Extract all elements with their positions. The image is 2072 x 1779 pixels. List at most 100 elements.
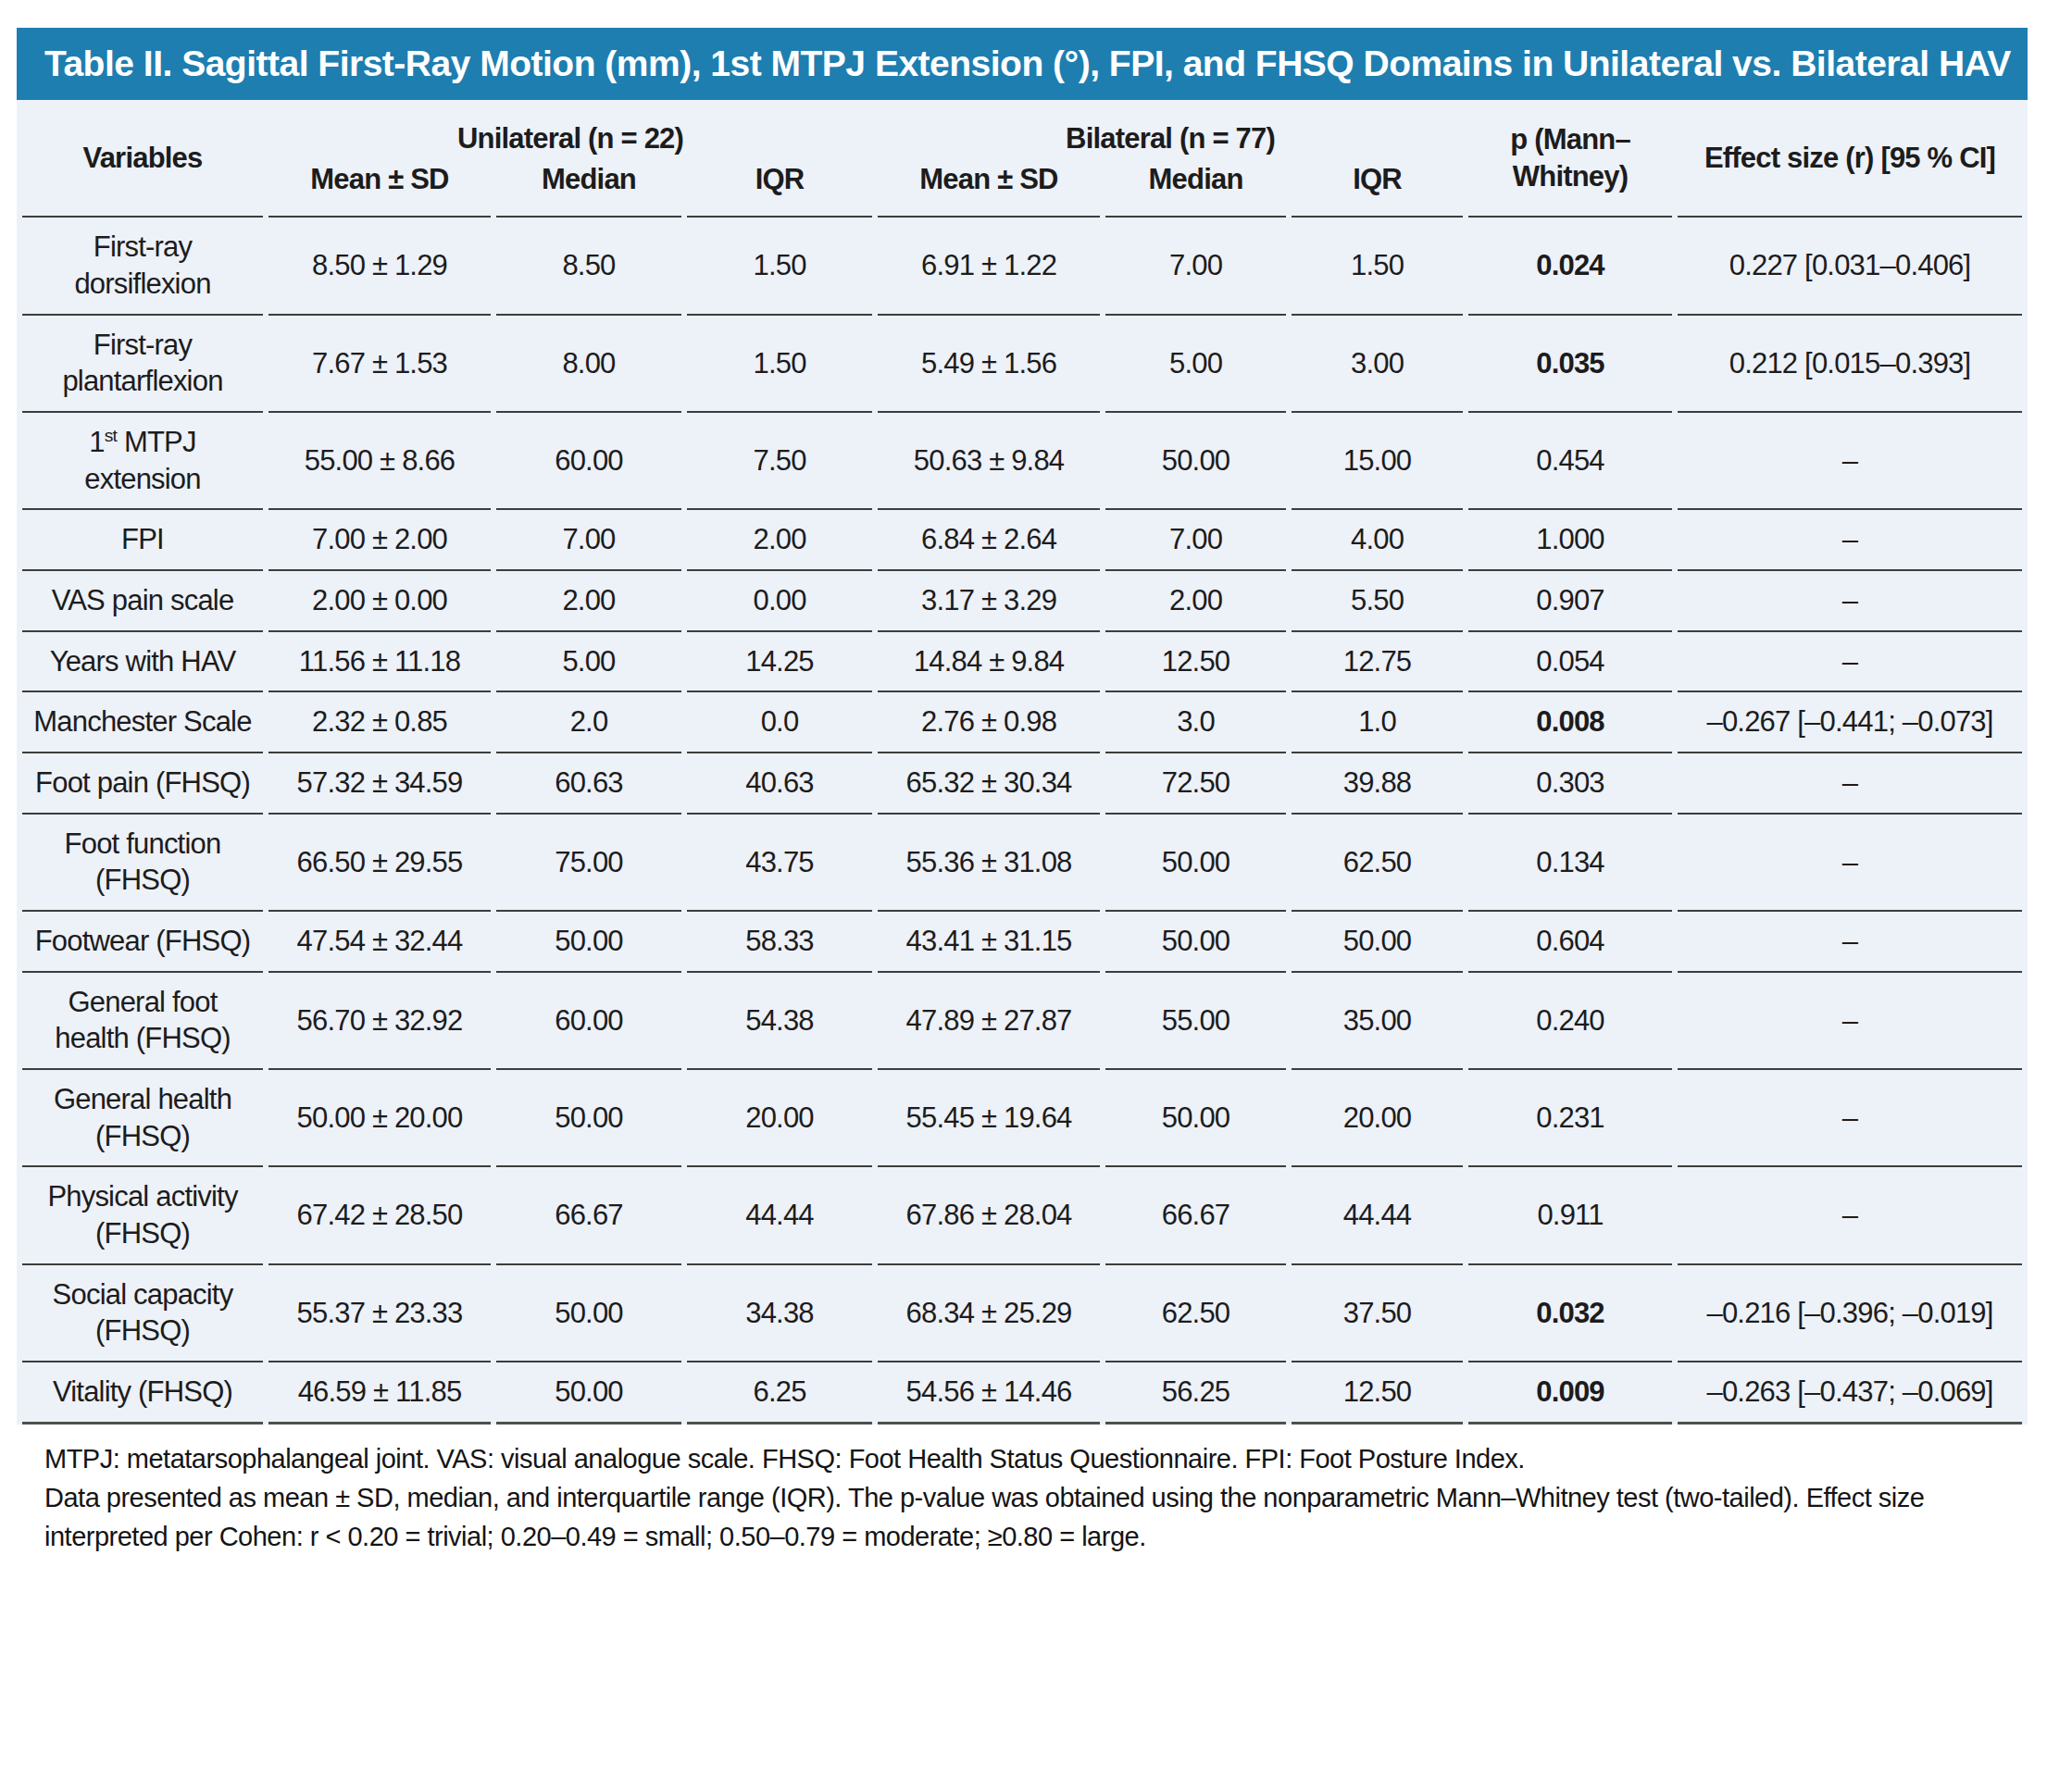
cell-effect-size: – [1678, 571, 2022, 632]
cell-bil-median: 55.00 [1105, 973, 1286, 1070]
cell-bil-median: 7.00 [1105, 218, 1286, 315]
cell-p-value: 0.604 [1468, 912, 1672, 973]
row-variable-label: Foot pain (FHSQ) [22, 753, 263, 815]
header-group-row: Variables Unilateral (n = 22) Bilateral … [22, 100, 2022, 159]
table-row: Manchester Scale 2.32 ± 0.85 2.0 0.0 2.7… [22, 692, 2022, 753]
cell-uni-median: 60.00 [496, 413, 681, 510]
table-row: Footwear (FHSQ) 47.54 ± 32.44 50.00 58.3… [22, 912, 2022, 973]
column-header-p-value: p (Mann–Whitney) [1468, 100, 1672, 218]
table-row: Physical activity (FHSQ) 67.42 ± 28.50 6… [22, 1167, 2022, 1264]
cell-bil-iqr: 12.50 [1292, 1362, 1463, 1424]
cell-p-value: 0.054 [1468, 632, 1672, 693]
row-variable-label: First-ray plantarflexion [22, 316, 263, 413]
row-variable-label: Vitality (FHSQ) [22, 1362, 263, 1424]
cell-effect-size: – [1678, 815, 2022, 912]
cell-uni-median: 50.00 [496, 1070, 681, 1167]
cell-uni-iqr: 1.50 [687, 316, 872, 413]
cell-p-value: 0.009 [1468, 1362, 1672, 1424]
cell-bil-median: 72.50 [1105, 753, 1286, 815]
cell-bil-mean-sd: 55.36 ± 31.08 [878, 815, 1100, 912]
cell-bil-iqr: 1.50 [1292, 218, 1463, 315]
cell-bil-median: 5.00 [1105, 316, 1286, 413]
table-title: Table II. Sagittal First-Ray Motion (mm)… [17, 28, 2028, 100]
cell-bil-mean-sd: 6.84 ± 2.64 [878, 510, 1100, 571]
cell-bil-median: 62.50 [1105, 1265, 1286, 1362]
cell-bil-mean-sd: 14.84 ± 9.84 [878, 632, 1100, 693]
cell-uni-mean-sd: 8.50 ± 1.29 [268, 218, 491, 315]
cell-bil-iqr: 4.00 [1292, 510, 1463, 571]
cell-bil-iqr: 1.0 [1292, 692, 1463, 753]
footnote-methods: Data presented as mean ± SD, median, and… [44, 1478, 2015, 1556]
cell-p-value: 0.024 [1468, 218, 1672, 315]
cell-uni-mean-sd: 67.42 ± 28.50 [268, 1167, 491, 1264]
cell-uni-iqr: 0.00 [687, 571, 872, 632]
cell-uni-mean-sd: 46.59 ± 11.85 [268, 1362, 491, 1424]
row-variable-label: Social capacity (FHSQ) [22, 1265, 263, 1362]
row-variable-label: General health (FHSQ) [22, 1070, 263, 1167]
table-row: Foot function (FHSQ) 66.50 ± 29.55 75.00… [22, 815, 2022, 912]
cell-uni-iqr: 44.44 [687, 1167, 872, 1264]
cell-effect-size: –0.216 [–0.396; –0.019] [1678, 1265, 2022, 1362]
cell-bil-iqr: 5.50 [1292, 571, 1463, 632]
cell-bil-mean-sd: 2.76 ± 0.98 [878, 692, 1100, 753]
cell-bil-iqr: 44.44 [1292, 1167, 1463, 1264]
cell-effect-size: –0.263 [–0.437; –0.069] [1678, 1362, 2022, 1424]
cell-p-value: 0.008 [1468, 692, 1672, 753]
cell-bil-median: 12.50 [1105, 632, 1286, 693]
cell-bil-median: 3.0 [1105, 692, 1286, 753]
table-row: 1st MTPJ extension 55.00 ± 8.66 60.00 7.… [22, 413, 2022, 510]
cell-bil-median: 50.00 [1105, 413, 1286, 510]
cell-bil-iqr: 12.75 [1292, 632, 1463, 693]
row-variable-label: Footwear (FHSQ) [22, 912, 263, 973]
cell-uni-mean-sd: 66.50 ± 29.55 [268, 815, 491, 912]
row-variable-label: Physical activity (FHSQ) [22, 1167, 263, 1264]
cell-bil-iqr: 39.88 [1292, 753, 1463, 815]
table-row: Social capacity (FHSQ) 55.37 ± 23.33 50.… [22, 1265, 2022, 1362]
row-variable-label: FPI [22, 510, 263, 571]
cell-uni-mean-sd: 7.00 ± 2.00 [268, 510, 491, 571]
table-row: Foot pain (FHSQ) 57.32 ± 34.59 60.63 40.… [22, 753, 2022, 815]
row-variable-label: Manchester Scale [22, 692, 263, 753]
table-header: Variables Unilateral (n = 22) Bilateral … [22, 100, 2022, 218]
cell-uni-iqr: 20.00 [687, 1070, 872, 1167]
column-header-effect-size: Effect size (r) [95 % CI] [1678, 100, 2022, 218]
cell-uni-median: 60.00 [496, 973, 681, 1070]
cell-uni-mean-sd: 57.32 ± 34.59 [268, 753, 491, 815]
cell-uni-iqr: 40.63 [687, 753, 872, 815]
cell-effect-size: 0.212 [0.015–0.393] [1678, 316, 2022, 413]
cell-effect-size: – [1678, 1167, 2022, 1264]
cell-p-value: 0.134 [1468, 815, 1672, 912]
cell-bil-mean-sd: 43.41 ± 31.15 [878, 912, 1100, 973]
cell-effect-size: 0.227 [0.031–0.406] [1678, 218, 2022, 315]
cell-bil-iqr: 20.00 [1292, 1070, 1463, 1167]
cell-uni-median: 8.00 [496, 316, 681, 413]
cell-uni-median: 50.00 [496, 1265, 681, 1362]
cell-uni-iqr: 2.00 [687, 510, 872, 571]
table-row: General health (FHSQ) 50.00 ± 20.00 50.0… [22, 1070, 2022, 1167]
cell-uni-mean-sd: 55.00 ± 8.66 [268, 413, 491, 510]
cell-uni-median: 75.00 [496, 815, 681, 912]
table-row: FPI 7.00 ± 2.00 7.00 2.00 6.84 ± 2.64 7.… [22, 510, 2022, 571]
table-row: First-ray plantarflexion 7.67 ± 1.53 8.0… [22, 316, 2022, 413]
row-variable-label: 1st MTPJ extension [22, 413, 263, 510]
cell-uni-median: 8.50 [496, 218, 681, 315]
cell-bil-mean-sd: 67.86 ± 28.04 [878, 1167, 1100, 1264]
row-variable-label: General foot health (FHSQ) [22, 973, 263, 1070]
cell-uni-median: 50.00 [496, 1362, 681, 1424]
column-group-unilateral: Unilateral (n = 22) [268, 100, 872, 159]
cell-bil-median: 50.00 [1105, 1070, 1286, 1167]
column-header-bil-iqr: IQR [1292, 159, 1463, 218]
cell-uni-median: 7.00 [496, 510, 681, 571]
cell-bil-iqr: 3.00 [1292, 316, 1463, 413]
table-footnotes: MTPJ: metatarsophalangeal joint. VAS: vi… [44, 1439, 2015, 1556]
cell-effect-size: – [1678, 510, 2022, 571]
cell-p-value: 1.000 [1468, 510, 1672, 571]
column-header-uni-median: Median [496, 159, 681, 218]
cell-bil-iqr: 62.50 [1292, 815, 1463, 912]
cell-effect-size: – [1678, 632, 2022, 693]
cell-uni-mean-sd: 2.32 ± 0.85 [268, 692, 491, 753]
statistics-table: Variables Unilateral (n = 22) Bilateral … [17, 100, 2028, 1424]
cell-uni-iqr: 6.25 [687, 1362, 872, 1424]
row-variable-label: First-ray dorsiflexion [22, 218, 263, 315]
column-header-uni-mean-sd: Mean ± SD [268, 159, 491, 218]
